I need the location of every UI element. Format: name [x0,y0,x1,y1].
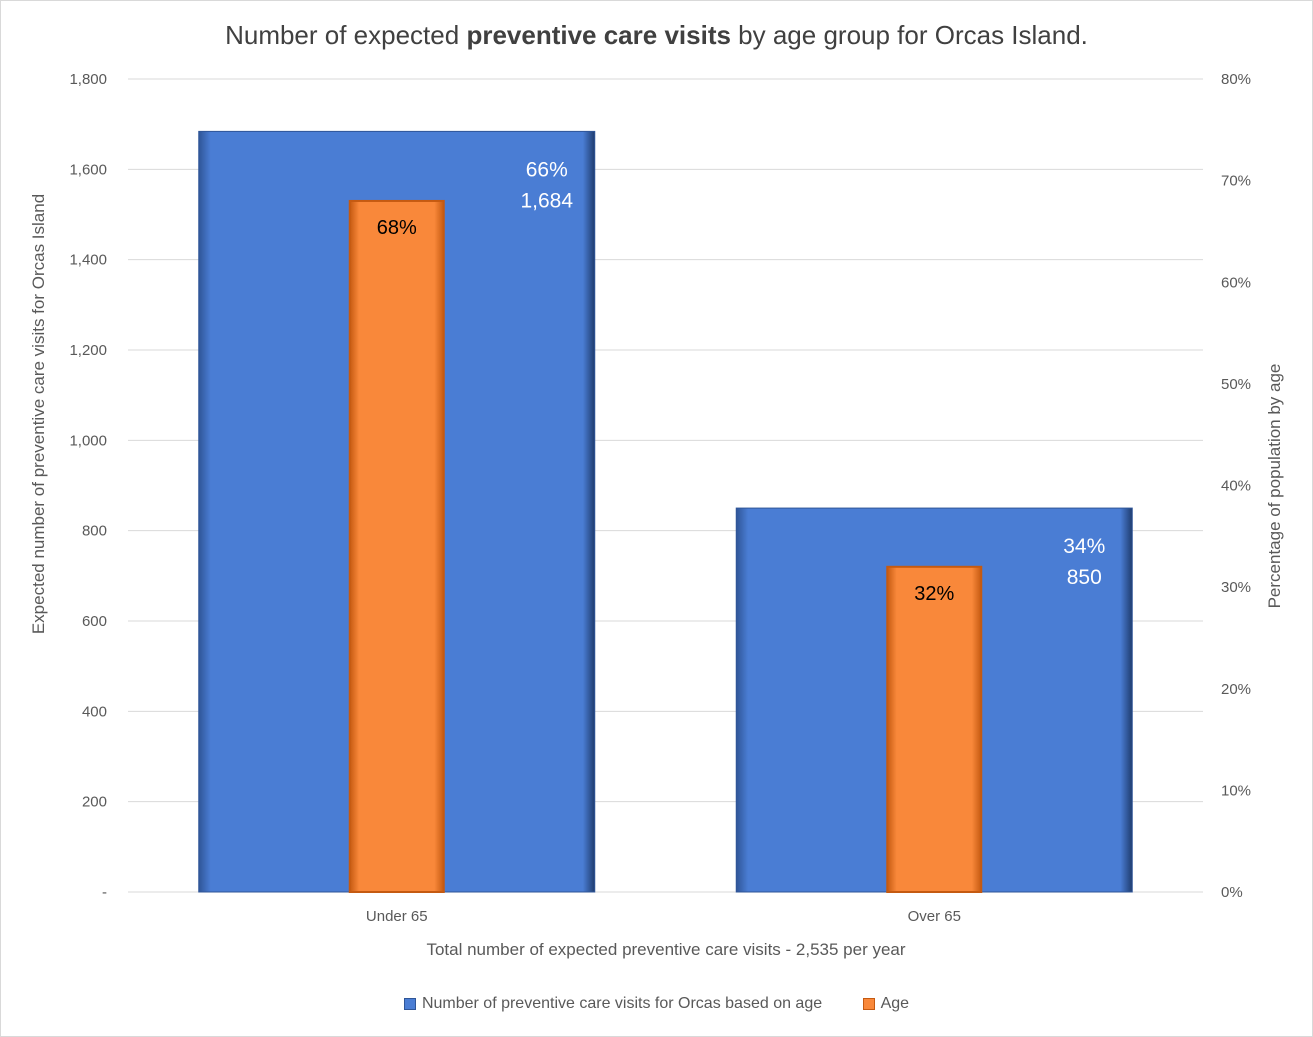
y2-tick-label: 60% [1221,274,1251,291]
legend-item-visits: Number of preventive care visits for Orc… [403,995,823,1013]
data-label-visits-pct: 66% [526,158,568,181]
y2-tick-label: 40% [1221,478,1251,495]
y2-tick-label: 30% [1221,579,1251,596]
legend-swatch-age [862,998,875,1010]
legend-item-age: Age [862,995,910,1013]
y2-tick-label: 0% [1221,884,1243,901]
y2-tick-label: 50% [1221,376,1251,393]
bars: 66% 1,684 68% 34% 850 32% [198,130,1133,893]
y2-tick-label: 70% [1221,173,1251,190]
data-label-visits-value: 850 [1067,566,1102,589]
y2-tick-label: 80% [1221,71,1251,88]
chart-title-prefix: Number of expected [225,20,467,50]
legend-label-visits: Number of preventive care visits for Orc… [421,995,823,1012]
x-axis-ticks: Under 65 Over 65 [366,908,961,925]
data-label-age: 68% [377,217,417,239]
y-tick-label: 200 [82,794,107,811]
data-label-visits-value: 1,684 [520,189,573,212]
y-tick-label: 800 [82,523,107,540]
legend: Number of preventive care visits for Orc… [0,995,1313,1015]
y-tick-label: 1,000 [69,432,107,449]
chart-title: Number of expected preventive care visit… [0,20,1313,51]
y-axis-title: Expected number of preventive care visit… [29,194,48,634]
x-axis-title: Total number of expected preventive care… [426,940,905,959]
legend-swatch-visits [403,998,416,1010]
chart-title-bold: preventive care visits [466,20,731,50]
data-label-age: 32% [914,583,954,605]
y2-axis-ticks: 0% 10% 20% 30% 40% 50% 60% 70% 80% [1221,71,1251,901]
y2-tick-label: 20% [1221,681,1251,698]
x-tick-label: Over 65 [908,908,961,925]
y2-tick-label: 10% [1221,782,1251,799]
y-tick-label: 1,600 [69,161,107,178]
bar-age [348,199,445,893]
data-label-visits-pct: 34% [1063,535,1105,558]
x-tick-label: Under 65 [366,908,428,925]
y-tick-label: 1,200 [69,342,107,359]
y-tick-label: 400 [82,703,107,720]
y-tick-label: - [102,884,107,901]
y-axis-ticks: - 200 400 600 800 1,000 1,200 1,400 1,600 1,800 [69,71,107,901]
chart-title-suffix: by age group for Orcas Island. [730,20,1088,50]
y-tick-label: 600 [82,613,107,630]
y-tick-label: 1,800 [69,71,107,88]
bar-age [886,565,983,893]
y-tick-label: 1,400 [69,252,107,269]
y2-axis-title: Percentage of population by age [1265,364,1284,609]
legend-label-age: Age [880,995,910,1012]
